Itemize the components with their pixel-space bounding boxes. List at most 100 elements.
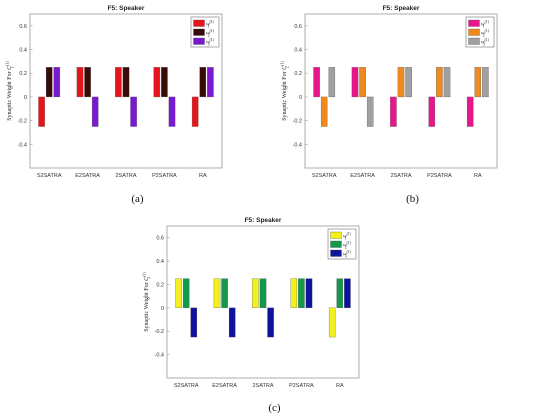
bar bbox=[436, 67, 443, 98]
bar bbox=[290, 278, 298, 308]
chart-panel-c: F5: Speaker 0.6 0.4 0.2 0 -0.2 -0.4 Synaptic We… bbox=[137, 212, 412, 420]
bar bbox=[252, 278, 259, 308]
bar bbox=[305, 278, 313, 308]
bar bbox=[466, 96, 474, 127]
legend-label: w(1) 2 bbox=[481, 29, 490, 38]
legend-swatch bbox=[468, 28, 480, 36]
chart-panel-b: F5: Speaker 0.6 0.4 0.2 0 -0.2 -0.4 Synaptic We… bbox=[275, 0, 550, 212]
y-tick-label: -0.2 bbox=[293, 119, 302, 125]
panel-caption-a: (a) bbox=[131, 193, 144, 205]
bar bbox=[366, 96, 374, 127]
legend-label: w(1) 1 bbox=[206, 20, 215, 29]
x-tick-label: E2SATRA bbox=[75, 173, 100, 179]
bar bbox=[482, 67, 489, 98]
bar bbox=[474, 67, 482, 98]
chart-b: F5: Speaker 0.6 0.4 0.2 0 -0.2 -0.4 Synaptic We… bbox=[280, 5, 498, 179]
bar bbox=[161, 67, 168, 98]
bar bbox=[221, 278, 228, 308]
bar bbox=[182, 278, 190, 308]
y-tick-label: -0.4 bbox=[293, 142, 302, 148]
legend-swatch bbox=[468, 37, 480, 45]
y-tick-label: -0.2 bbox=[18, 119, 27, 125]
x-tick-label: 2SATRA bbox=[391, 173, 412, 179]
bar bbox=[344, 278, 351, 308]
bar bbox=[199, 67, 207, 98]
y-tick-label: 0 bbox=[24, 95, 27, 101]
bar bbox=[259, 278, 267, 308]
legend-swatch bbox=[193, 37, 205, 45]
x-tick-label: P2SATRA bbox=[427, 173, 452, 179]
bar bbox=[390, 96, 397, 127]
y-tick-label: 0 bbox=[299, 95, 302, 101]
bar bbox=[175, 278, 182, 308]
bar bbox=[359, 67, 366, 98]
legend-label: w(1) 2 bbox=[343, 241, 352, 250]
bar bbox=[153, 67, 161, 98]
x-tick-label: 2SATRA bbox=[253, 383, 274, 389]
chart-title: F5: Speaker bbox=[108, 5, 145, 12]
y-axis-label: Synaptic Weight For C(1)1 bbox=[5, 61, 15, 121]
bar bbox=[38, 96, 45, 127]
bar bbox=[115, 67, 122, 98]
bar bbox=[328, 67, 336, 98]
panel-caption-b: (b) bbox=[406, 193, 419, 205]
x-tick-label: RA bbox=[199, 173, 207, 179]
x-tick-label: E2SATRA bbox=[212, 383, 237, 389]
y-tick-label: 0.4 bbox=[294, 48, 302, 54]
legend-label: w(1) 3 bbox=[343, 250, 352, 259]
y-tick-label: 0.6 bbox=[294, 24, 302, 30]
x-tick-label: P2SATRA bbox=[152, 173, 177, 179]
legend-label: w(1) 3 bbox=[481, 38, 490, 47]
chart-title: F5: Speaker bbox=[383, 5, 420, 12]
y-tick-label: 0.4 bbox=[19, 48, 27, 54]
bar bbox=[428, 96, 436, 127]
bar bbox=[122, 67, 130, 98]
bar bbox=[76, 67, 84, 98]
legend-label: w(1) 3 bbox=[206, 38, 215, 47]
y-tick-label: 0.2 bbox=[19, 71, 27, 77]
legend-swatch bbox=[330, 231, 342, 239]
legend-label: w(1) 1 bbox=[343, 232, 352, 241]
bar bbox=[267, 307, 274, 338]
bar bbox=[207, 67, 214, 98]
bar bbox=[351, 67, 359, 98]
y-tick-label: 0 bbox=[161, 306, 164, 312]
chart-a: F5: Speaker 0.6 0.4 0.2 0 -0.2 -0.4 Synaptic We… bbox=[5, 5, 223, 179]
bar bbox=[53, 67, 61, 98]
chart-panel-a: F5: Speaker 0.6 0.4 0.2 0 -0.2 -0.4 Synaptic We… bbox=[0, 0, 275, 212]
bar bbox=[191, 96, 199, 127]
legend-swatch bbox=[468, 19, 480, 27]
x-tick-label: RA bbox=[336, 383, 344, 389]
x-tick-label: 2SATRA bbox=[116, 173, 137, 179]
bar bbox=[328, 307, 336, 338]
bar bbox=[84, 67, 91, 98]
panel-caption-c: (c) bbox=[268, 402, 281, 414]
chart-title: F5: Speaker bbox=[245, 217, 282, 224]
legend-swatch bbox=[330, 240, 342, 248]
x-tick-label: P2SATRA bbox=[289, 383, 314, 389]
bar bbox=[313, 67, 320, 98]
bar bbox=[298, 278, 305, 308]
y-tick-label: 0.6 bbox=[19, 24, 27, 30]
y-axis-label: Synaptic Weight For C(1)2 bbox=[280, 61, 290, 121]
bar bbox=[405, 67, 412, 98]
y-tick-label: 0.6 bbox=[156, 236, 164, 242]
x-tick-label: S2SATRA bbox=[37, 173, 62, 179]
bar bbox=[320, 96, 328, 127]
y-tick-label: -0.2 bbox=[155, 329, 164, 335]
x-tick-label: S2SATRA bbox=[312, 173, 337, 179]
bar bbox=[397, 67, 405, 98]
y-tick-label: 0.4 bbox=[156, 259, 164, 265]
legend-label: w(1) 1 bbox=[481, 20, 490, 29]
legend-label: w(1) 2 bbox=[206, 29, 215, 38]
bar bbox=[228, 307, 236, 338]
x-tick-label: S2SATRA bbox=[174, 383, 199, 389]
bar bbox=[130, 96, 137, 127]
legend-swatch bbox=[193, 19, 205, 27]
bar bbox=[213, 278, 221, 308]
legend-swatch bbox=[193, 28, 205, 36]
legend-swatch bbox=[330, 249, 342, 257]
x-tick-label: RA bbox=[474, 173, 482, 179]
x-tick-label: E2SATRA bbox=[350, 173, 375, 179]
y-tick-label: 0.2 bbox=[156, 282, 164, 288]
